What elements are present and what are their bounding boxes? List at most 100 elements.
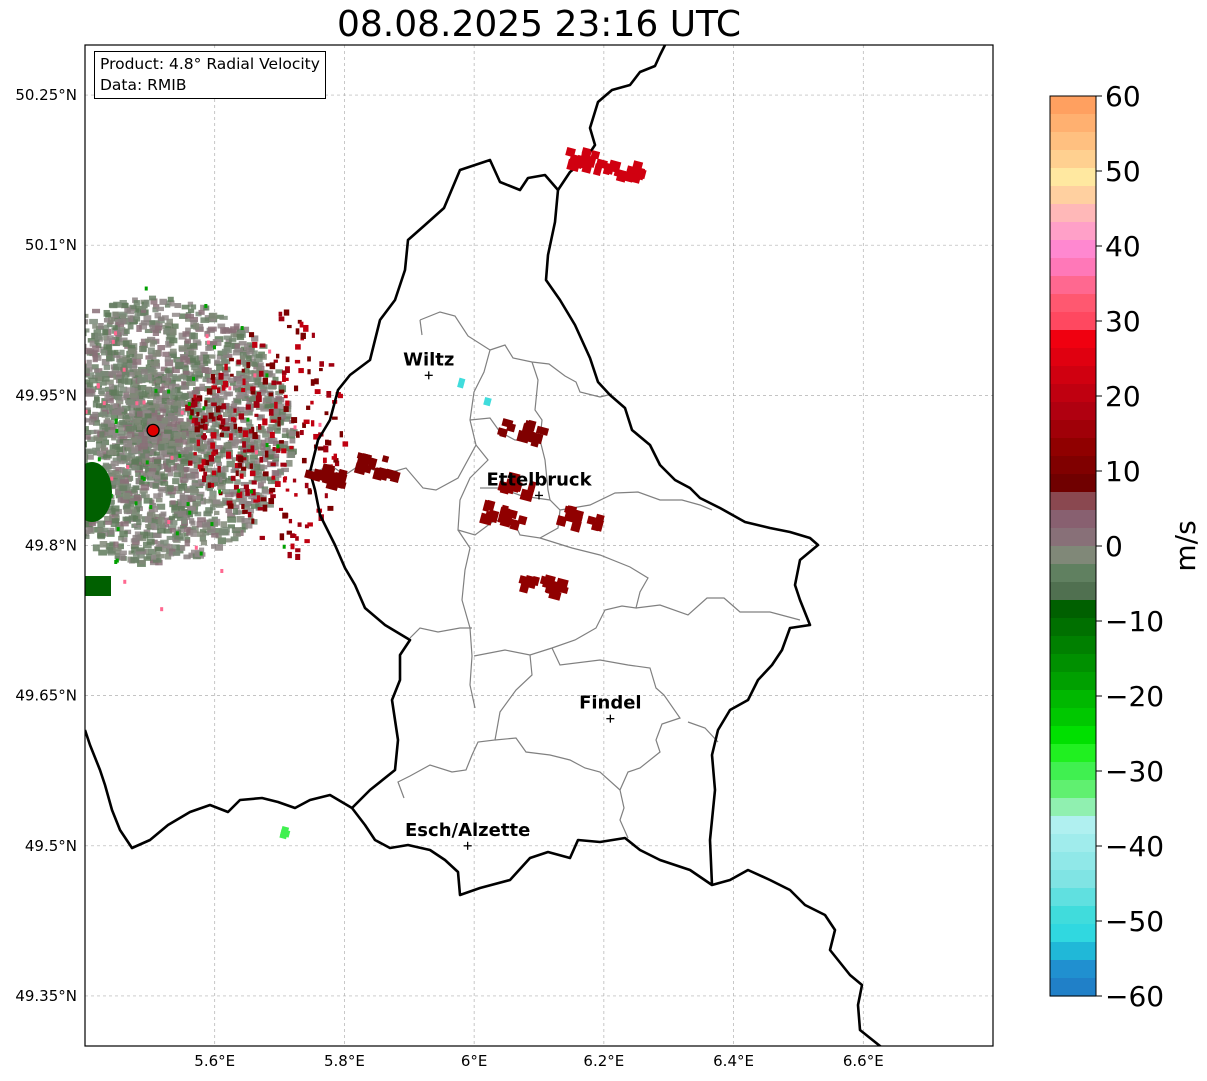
clutter-pixel: [119, 410, 128, 416]
clutter-pixel: [250, 386, 256, 392]
clutter-pixel: [194, 545, 198, 550]
clutter-pixel: [92, 447, 100, 454]
clutter-pixel: [196, 445, 205, 452]
clutter-pixel: [168, 515, 176, 521]
clutter-pixel: [113, 546, 122, 552]
clutter-pixel: [200, 468, 206, 472]
clutter-pixel: [241, 517, 251, 524]
colorbar-band: [1050, 600, 1096, 619]
clutter-pixel: [79, 413, 85, 417]
velocity-echo-pixel: [535, 425, 550, 436]
velocity-echo-pixel: [479, 512, 494, 526]
clutter-pixel: [92, 350, 98, 357]
clutter-pixel: [211, 416, 216, 422]
clutter-pixel: [85, 534, 90, 540]
clutter-pixel: [209, 482, 215, 488]
clutter-pixel: [183, 370, 190, 375]
clutter-pixel: [295, 553, 301, 560]
clutter-pixel: [146, 538, 155, 545]
velocity-echo-pixel: [498, 506, 511, 519]
clutter-pixel: [260, 448, 268, 453]
clutter-pixel: [208, 496, 217, 502]
colorbar-band: [1050, 654, 1096, 673]
clutter-pixel: [144, 516, 152, 523]
clutter-pixel: [140, 320, 150, 326]
clutter-pixel: [251, 350, 258, 357]
clutter-pixel: [191, 489, 200, 494]
clutter-pixel: [62, 405, 65, 409]
clutter-pixel: [174, 446, 183, 451]
clutter-pixel: [31, 460, 37, 465]
clutter-pixel: [137, 385, 147, 391]
clutter-pixel: [140, 475, 144, 480]
clutter-pixel: [129, 509, 137, 514]
clutter-pixel: [187, 381, 196, 386]
clutter-pixel: [140, 484, 150, 491]
clutter-pixel: [157, 492, 163, 498]
clutter-pixel: [217, 386, 225, 392]
clutter-pixel: [284, 366, 290, 374]
clutter-pixel: [20, 418, 26, 423]
clutter-pixel: [274, 481, 281, 488]
clutter-pixel: [178, 451, 187, 457]
clutter-pixel: [47, 451, 54, 455]
clutter-pixel: [87, 429, 97, 435]
colorbar-band: [1050, 384, 1096, 403]
clutter-pixel: [114, 418, 118, 423]
colorbar-band: [1050, 942, 1096, 961]
clutter-pixel: [146, 475, 156, 481]
colorbar-band: [1050, 960, 1096, 979]
clutter-pixel: [169, 466, 176, 472]
clutter-pixel: [103, 419, 112, 425]
lat-tick-label: 50.1°N: [25, 236, 77, 254]
clutter-pixel: [229, 357, 234, 362]
clutter-pixel: [47, 447, 55, 453]
clutter-pixel: [226, 451, 232, 459]
colorbar-tick-label: 40: [1105, 230, 1141, 263]
clutter-pixel: [97, 457, 101, 462]
clutter-pixel: [31, 420, 37, 427]
clutter-pixel: [64, 526, 73, 530]
clutter-pixel: [282, 544, 286, 549]
clutter-pixel: [67, 429, 74, 433]
clutter-pixel: [61, 355, 69, 360]
clutter-pixel: [212, 521, 219, 527]
clutter-pixel: [170, 500, 176, 505]
clutter-pixel: [128, 448, 134, 455]
velocity-echo-pixel: [564, 505, 575, 515]
clutter-pixel: [236, 334, 245, 341]
clutter-pixel: [233, 323, 240, 330]
clutter-pixel: [254, 450, 258, 455]
clutter-pixel: [122, 468, 132, 476]
clutter-pixel: [240, 355, 246, 361]
clutter-pixel: [92, 355, 98, 363]
clutter-pixel: [74, 481, 80, 487]
clutter-pixel: [180, 450, 189, 455]
clutter-pixel: [125, 433, 133, 439]
clutter-pixel: [69, 377, 75, 383]
clutter-pixel: [231, 457, 239, 462]
clutter-pixel: [224, 492, 234, 498]
clutter-pixel: [172, 411, 180, 416]
clutter-pixel: [7, 384, 10, 388]
clutter-pixel: [185, 488, 192, 493]
clutter-pixel: [247, 511, 252, 518]
clutter-pixel: [185, 327, 191, 335]
clutter-pixel: [109, 350, 117, 355]
clutter-pixel: [38, 487, 45, 494]
clutter-pixel: [178, 483, 188, 491]
clutter-pixel: [126, 399, 136, 405]
clutter-pixel: [51, 500, 59, 505]
clutter-pixel: [327, 505, 334, 511]
clutter-pixel: [17, 450, 23, 455]
clutter-pixel: [78, 450, 83, 456]
clutter-pixel: [114, 488, 121, 496]
clutter-pixel: [180, 374, 186, 380]
clutter-pixel: [55, 462, 64, 468]
clutter-pixel: [184, 467, 190, 472]
clutter-pixel: [266, 476, 275, 481]
clutter-pixel: [166, 300, 172, 305]
clutter-pixel: [92, 544, 100, 552]
clutter-pixel: [49, 362, 56, 367]
clutter-pixel: [186, 428, 193, 435]
